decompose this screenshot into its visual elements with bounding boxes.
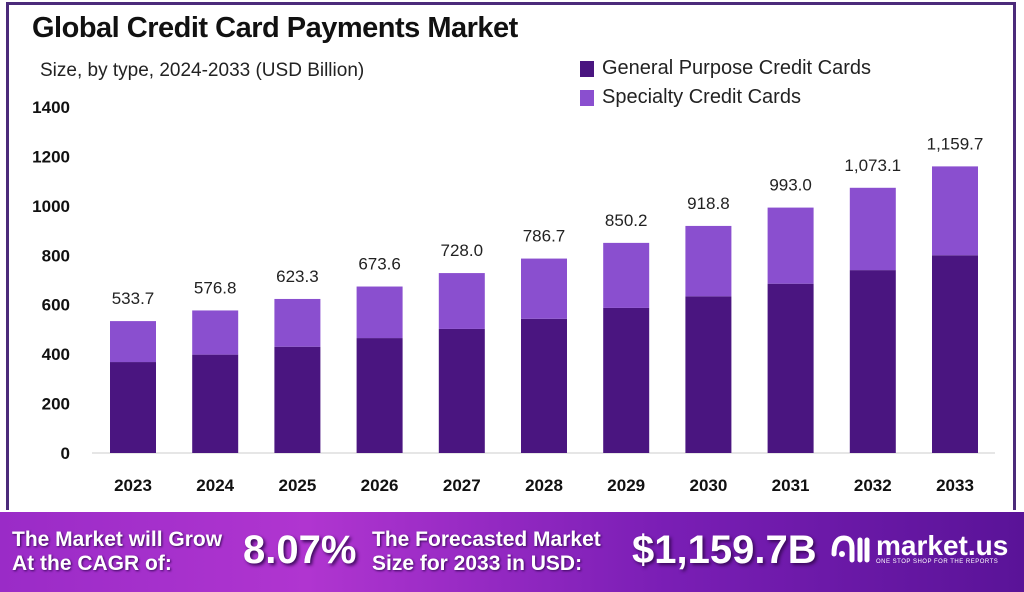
bar-general-2027 — [438, 328, 485, 453]
data-label: 673.6 — [358, 255, 401, 274]
bar-general-2030 — [685, 296, 732, 453]
bar-specialty-2023 — [110, 321, 156, 363]
bar-specialty-2026 — [356, 286, 403, 339]
logo-tagline: ONE STOP SHOP FOR THE REPORTS — [876, 559, 999, 565]
y-tick-label: 0 — [61, 444, 70, 463]
cagr-label-line1: The Market will Grow — [12, 528, 223, 551]
x-tick-label: 2027 — [443, 476, 481, 495]
bar-general-2028 — [521, 318, 567, 453]
legend-item-specialty: Specialty Credit Cards — [580, 83, 871, 112]
data-label: 728.0 — [441, 241, 484, 260]
logo-icon — [831, 535, 870, 563]
data-label: 623.3 — [276, 267, 319, 286]
y-tick-label: 1200 — [32, 147, 70, 166]
x-tick-label: 2033 — [936, 476, 974, 495]
forecast-label-line2: Size for 2033 in USD: — [372, 552, 583, 575]
y-tick-label: 800 — [42, 246, 70, 265]
legend-item-general: General Purpose Credit Cards — [580, 54, 871, 83]
x-tick-label: 2030 — [689, 476, 727, 495]
y-tick-label: 200 — [42, 395, 70, 414]
cagr-label-line2: At the CAGR of: — [12, 552, 172, 575]
data-label: 786.7 — [523, 227, 566, 246]
legend-label: General Purpose Credit Cards — [602, 57, 872, 79]
bar-specialty-2030 — [685, 225, 732, 297]
data-label: 1,073.1 — [844, 156, 901, 175]
chart-frame — [6, 2, 1016, 510]
bar-general-2023 — [110, 362, 156, 453]
x-tick-label: 2029 — [607, 476, 645, 495]
chart-subtitle: Size, by type, 2024-2033 (USD Billion) — [40, 60, 365, 81]
y-tick-label: 1000 — [32, 197, 70, 216]
summary-banner: The Market will Grow At the CAGR of: 8.0… — [0, 512, 1024, 592]
bar-general-2029 — [603, 307, 650, 453]
bar-general-2026 — [356, 338, 403, 453]
bar-general-2024 — [192, 354, 239, 453]
x-tick-label: 2025 — [278, 476, 316, 495]
logo-text: market.us — [876, 530, 1009, 561]
legend-swatch — [580, 60, 594, 77]
y-tick-label: 600 — [42, 296, 70, 315]
bar-specialty-2024 — [192, 310, 239, 355]
bar-specialty-2032 — [849, 187, 896, 271]
data-label: 533.7 — [112, 289, 155, 308]
data-label: 1,159.7 — [927, 134, 984, 153]
legend: General Purpose Credit Cards Specialty C… — [580, 54, 871, 112]
bar-chart: 0 200 400 600 800 1000 1200 1400 533.7 2023 576.8 2… — [32, 98, 995, 495]
forecast-label: The Forecasted Market Size for 2033 in U… — [372, 528, 601, 576]
bar-general-2025 — [274, 346, 321, 453]
y-tick-label: 400 — [42, 345, 70, 364]
market-us-logo: market.us ONE STOP SHOP FOR THE REPORTS — [830, 532, 1008, 566]
bar-specialty-2033 — [932, 166, 978, 256]
cagr-label: The Market will Grow At the CAGR of: — [12, 528, 222, 576]
data-label: 918.8 — [687, 194, 730, 213]
x-tick-label: 2031 — [772, 476, 810, 495]
forecast-value: $1,159.7B — [632, 528, 817, 572]
legend-swatch — [580, 89, 594, 106]
cagr-value: 8.07% — [243, 528, 357, 572]
x-tick-label: 2032 — [854, 476, 892, 495]
x-tick-label: 2026 — [361, 476, 399, 495]
bar-general-2032 — [849, 270, 896, 453]
data-label: 576.8 — [194, 278, 237, 297]
bar-general-2033 — [932, 255, 978, 453]
x-tick-label: 2024 — [196, 476, 234, 495]
x-tick-label: 2028 — [525, 476, 563, 495]
bar-general-2031 — [767, 283, 814, 453]
data-label: 850.2 — [605, 211, 648, 230]
legend-label: Specialty Credit Cards — [602, 86, 801, 108]
forecast-label-line1: The Forecasted Market — [372, 528, 601, 551]
bar-specialty-2027 — [438, 273, 485, 329]
bar-specialty-2025 — [274, 298, 321, 347]
x-tick-label: 2023 — [114, 476, 152, 495]
y-tick-label: 1400 — [32, 98, 70, 117]
bar-specialty-2029 — [603, 242, 650, 308]
bar-specialty-2031 — [767, 207, 814, 284]
bar-specialty-2028 — [521, 258, 567, 319]
data-label: 993.0 — [769, 176, 812, 195]
chart-title: Global Credit Card Payments Market — [32, 12, 518, 44]
